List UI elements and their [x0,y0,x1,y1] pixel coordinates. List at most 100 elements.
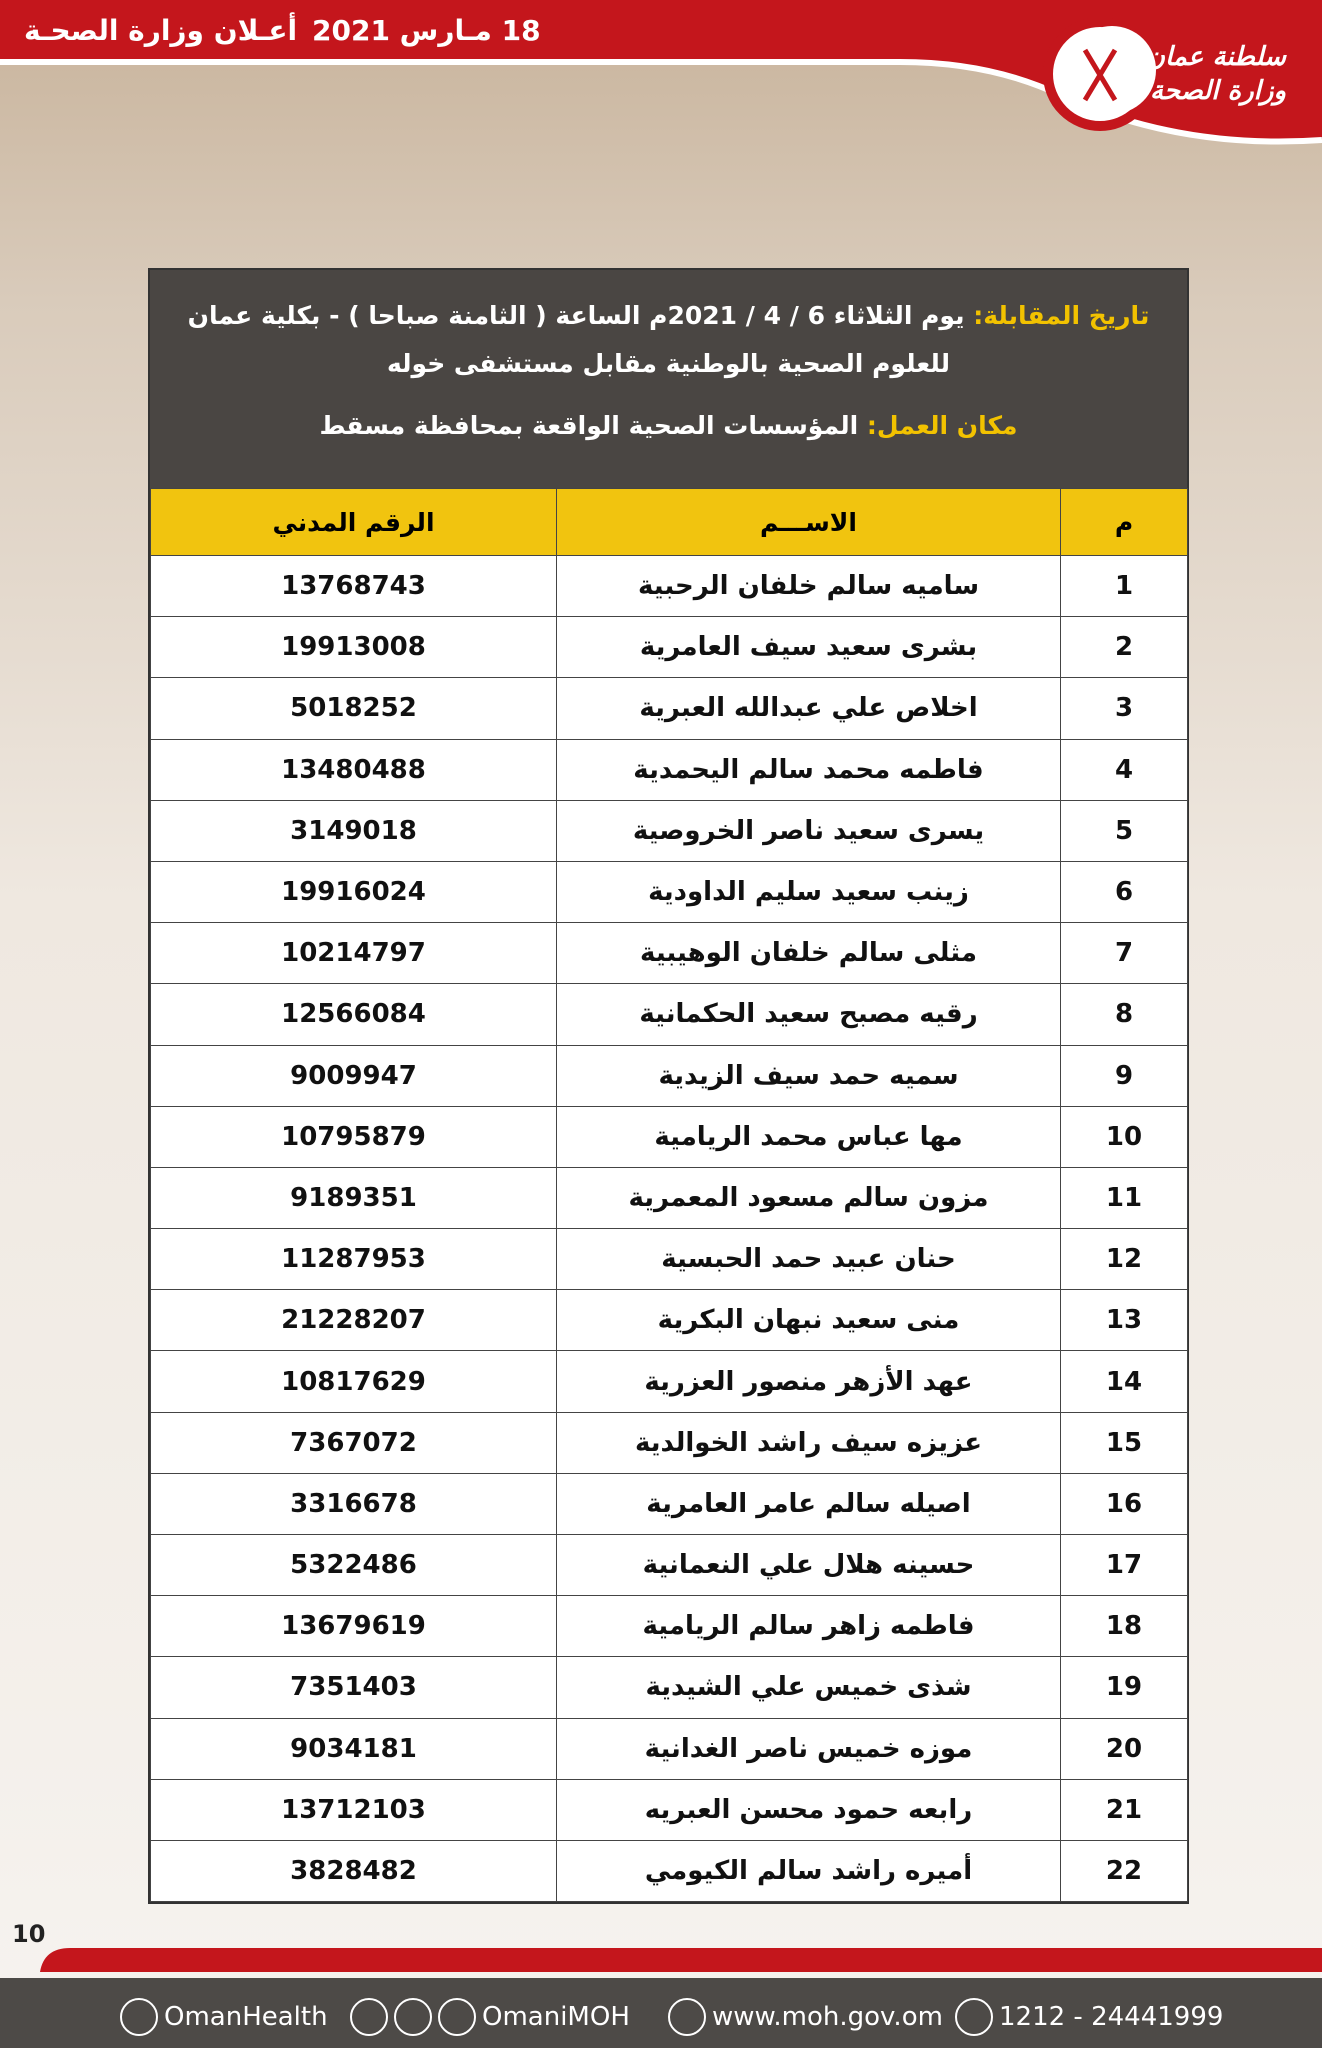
column-header: م [1060,488,1188,556]
name: فاطمه محمد سالم اليحمدية [556,738,1061,801]
name: مها عباس محمد الريامية [556,1105,1061,1168]
table-row: 1 ساميه سالم خلفان الرحبية 13768743 [150,554,1188,618]
row-number: 21 [1060,1778,1188,1841]
civil-number: 21228207 [150,1289,557,1352]
page-number: 10 [12,1920,46,1948]
civil-number: 19916024 [150,860,557,924]
row-number: 19 [1060,1656,1188,1719]
table-row: 6 زينب سعيد سليم الداودية 19916024 [150,860,1188,924]
table-row: 4 فاطمه محمد سالم اليحمدية 13480488 [150,738,1188,801]
name: عزيزه سيف راشد الخوالدية [556,1411,1061,1474]
header-date: 18 مـارس 2021 [312,14,541,47]
name: أميره راشد سالم الكيومي [556,1839,1061,1903]
name: اخلاص علي عبدالله العبرية [556,677,1061,740]
civil-number: 11287953 [150,1228,557,1291]
row-number: 7 [1060,922,1188,985]
logo-text: سلطنة عمان [1145,42,1286,72]
label: مكان العمل: [866,411,1018,440]
table-row: 15 عزيزه سيف راشد الخوالدية 7367072 [150,1411,1188,1474]
name: فاطمه زاهر سالم الريامية [556,1595,1061,1658]
header-row: م الاســـم الرقم المدني [150,488,1188,556]
civil-number: 3828482 [150,1839,557,1903]
table-row: 22 أميره راشد سالم الكيومي 3828482 [150,1839,1188,1903]
text: 1212 - 24441999 [999,2002,1224,2032]
footer-facebook: OmanHealth [120,1998,328,2036]
civil-number: 12566084 [150,983,557,1046]
table-row: 7 مثلى سالم خلفان الوهيبية 10214797 [150,922,1188,985]
row-number: 17 [1060,1533,1188,1597]
row-number: 11 [1060,1166,1188,1230]
row-number: 9 [1060,1044,1188,1107]
civil-number: 13768743 [150,554,557,618]
row-number: 6 [1060,860,1188,924]
row-number: 18 [1060,1595,1188,1658]
row-number: 20 [1060,1717,1188,1780]
table-body: 1 ساميه سالم خلفان الرحبية 13768743 2 بشرى س… [150,554,1188,1903]
row-number: 12 [1060,1228,1188,1291]
row-number: 3 [1060,677,1188,740]
civil-number: 5322486 [150,1533,557,1597]
footer-band [40,1948,1322,1972]
table-row: 10 مها عباس محمد الريامية 10795879 [150,1105,1188,1168]
table-row: 16 اصيله سالم عامر العامرية 3316678 [150,1472,1188,1536]
table-row: 8 رقيه مصبح سعيد الحكمانية 12566084 [150,983,1188,1046]
civil-number: 19913008 [150,616,557,679]
announcement-table: تاريخ المقابلة: يوم الثلاثاء 6 / 4 / 202… [148,268,1189,1905]
civil-number: 9189351 [150,1166,557,1230]
table-row: 5 يسرى سعيد ناصر الخروصية 3149018 [150,799,1188,862]
row-number: 1 [1060,554,1188,618]
table-row: 14 عهد الأزهر منصور العزرية 10817629 [150,1350,1188,1413]
text: يوم الثلاثاء 6 / 4 / 2021م الساعة ( الثا… [187,301,965,378]
civil-number: 3316678 [150,1472,557,1536]
name: سميه حمد سيف الزيدية [556,1044,1061,1107]
text: www.moh.gov.om [712,2002,943,2032]
row-number: 22 [1060,1839,1188,1903]
row-number: 14 [1060,1350,1188,1413]
civil-number: 9034181 [150,1717,557,1780]
civil-number: 5018252 [150,677,557,740]
civil-number: 10817629 [150,1350,557,1413]
text: OmaniMOH [482,2002,630,2032]
table-row: 17 حسينه هلال علي النعمانية 5322486 [150,1533,1188,1597]
footer-website: www.moh.gov.om [668,1998,943,2036]
table-row: 11 مزون سالم مسعود المعمرية 9189351 [150,1166,1188,1230]
name: زينب سعيد سليم الداودية [556,860,1061,924]
civil-number: 9009947 [150,1044,557,1107]
row-number: 16 [1060,1472,1188,1536]
footer-phone: 1212 - 24441999 [955,1998,1223,2036]
row-number: 15 [1060,1411,1188,1474]
table-row: 21 رابعه حمود محسن العبريه 13712103 [150,1778,1188,1841]
name: موزه خميس ناصر الغدانية [556,1717,1061,1780]
row-number: 5 [1060,799,1188,862]
label: تاريخ المقابلة: [973,301,1150,330]
logo-text: وزارة الصحة [1150,76,1286,106]
civil-number: 10795879 [150,1105,557,1168]
header-band [0,0,1322,145]
work-place: مكان العمل: المؤسسات الصحية الواقعة بمحا… [180,402,1157,450]
name: اصيله سالم عامر العامرية [556,1472,1061,1536]
footer: OmanHealth OmaniMOH www.moh.gov.om 1212 … [0,1978,1322,2048]
civil-number: 13712103 [150,1778,557,1841]
table: م الاســـم الرقم المدني 1 ساميه سالم خلفان … [150,488,1188,1903]
civil-number: 13679619 [150,1595,557,1658]
table-row: 18 فاطمه زاهر سالم الريامية 13679619 [150,1595,1188,1658]
civil-number: 10214797 [150,922,557,985]
table-row: 9 سميه حمد سيف الزيدية 9009947 [150,1044,1188,1107]
row-number: 2 [1060,616,1188,679]
name: ساميه سالم خلفان الرحبية [556,554,1061,618]
row-number: 13 [1060,1289,1188,1352]
interview-info: تاريخ المقابلة: يوم الثلاثاء 6 / 4 / 202… [150,270,1187,488]
table-row: 20 موزه خميس ناصر الغدانية 9034181 [150,1717,1188,1780]
name: عهد الأزهر منصور العزرية [556,1350,1061,1413]
name: يسرى سعيد ناصر الخروصية [556,799,1061,862]
table-row: 13 منى سعيد نبهان البكرية 21228207 [150,1289,1188,1352]
table-row: 19 شذى خميس علي الشيدية 7351403 [150,1656,1188,1719]
name: رقيه مصبح سعيد الحكمانية [556,983,1061,1046]
row-number: 8 [1060,983,1188,1046]
name: منى سعيد نبهان البكرية [556,1289,1061,1352]
name: حنان عبيد حمد الحبسية [556,1228,1061,1291]
civil-number: 7367072 [150,1411,557,1474]
row-number: 4 [1060,738,1188,801]
row-number: 10 [1060,1105,1188,1168]
